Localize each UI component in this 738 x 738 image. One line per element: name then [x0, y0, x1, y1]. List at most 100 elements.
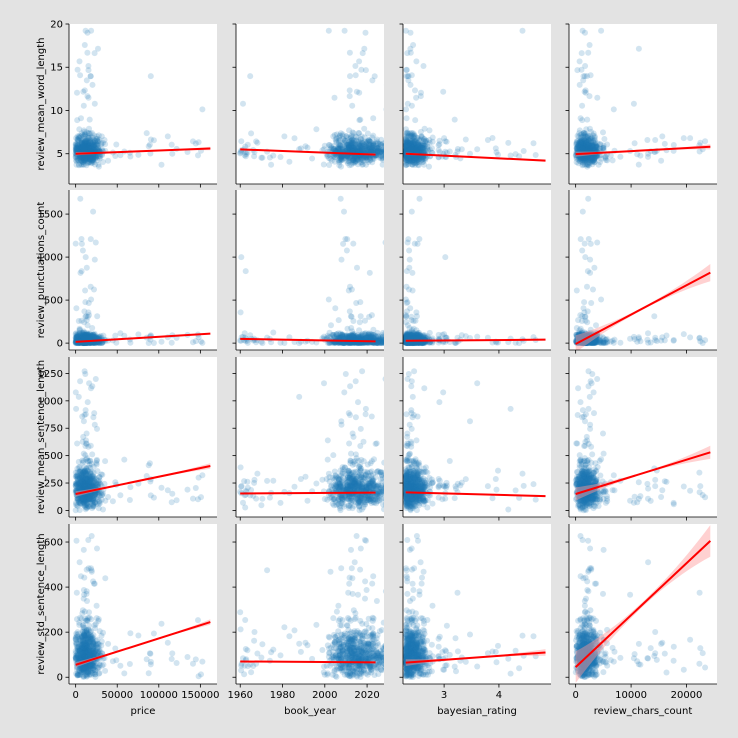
scatter-point — [412, 153, 418, 160]
scatter-point — [78, 240, 85, 247]
scatter-point — [343, 247, 350, 254]
scatter-point — [420, 332, 427, 339]
scatter-point — [584, 132, 591, 139]
scatter-point — [379, 333, 384, 340]
scatter-point — [420, 144, 427, 151]
scatter-point — [352, 159, 359, 166]
scatter-point — [91, 50, 98, 57]
scatter-point — [405, 148, 412, 155]
scatter-point — [451, 116, 458, 123]
scatter-point — [408, 156, 415, 163]
scatter-point — [351, 334, 358, 341]
scatter-point — [428, 145, 435, 152]
scatter-point — [369, 147, 376, 154]
scatter-point — [93, 141, 100, 148]
scatter-point — [91, 147, 98, 154]
scatter-point — [403, 66, 410, 73]
scatter-point — [413, 148, 420, 155]
scatter-point — [413, 155, 420, 162]
scatter-point — [414, 159, 421, 165]
scatter-point — [404, 332, 411, 338]
scatter-point — [369, 334, 376, 341]
scatter-point — [331, 146, 337, 153]
scatter-point — [411, 147, 418, 154]
scatter-point — [421, 148, 427, 155]
scatter-point — [72, 153, 79, 160]
scatter-point — [365, 334, 372, 341]
scatter-point — [417, 146, 424, 152]
scatter-point — [579, 140, 586, 147]
scatter-point — [77, 326, 83, 333]
scatter-point — [404, 147, 410, 154]
scatter-point — [413, 146, 420, 153]
scatter-point — [82, 147, 89, 154]
scatter-point — [575, 143, 581, 150]
scatter-point — [362, 143, 369, 150]
scatter-point — [95, 142, 101, 149]
scatter-point — [358, 143, 365, 150]
scatter-point — [78, 140, 85, 146]
scatter-point — [88, 160, 95, 167]
scatter-point — [413, 156, 420, 163]
scatter-point — [78, 137, 85, 144]
scatter-point — [585, 156, 592, 163]
scatter-point — [73, 161, 80, 168]
panel-background — [236, 190, 384, 350]
scatter-point — [86, 334, 93, 340]
scatter-point — [377, 339, 384, 346]
scatter-point — [78, 162, 85, 168]
scatter-point — [580, 147, 587, 154]
scatter-point — [408, 142, 415, 149]
scatter-point — [412, 331, 419, 338]
scatter-point — [413, 332, 420, 339]
scatter-point — [355, 138, 362, 145]
scatter-point — [407, 159, 414, 165]
scatter-point — [408, 161, 415, 168]
scatter-point — [353, 332, 360, 339]
scatter-point — [589, 154, 596, 160]
scatter-point — [352, 63, 359, 69]
scatter-point — [100, 159, 106, 165]
scatter-point — [415, 148, 422, 155]
scatter-point — [362, 335, 369, 342]
scatter-point — [80, 332, 87, 338]
scatter-point — [405, 155, 412, 162]
scatter-point — [365, 145, 372, 152]
scatter-point — [76, 146, 83, 152]
scatter-point — [353, 156, 360, 162]
scatter-point — [580, 141, 587, 148]
scatter-point — [403, 115, 410, 122]
scatter-point — [327, 156, 334, 163]
scatter-point — [403, 143, 410, 150]
scatter-point — [580, 154, 587, 161]
scatter-point — [584, 116, 591, 123]
scatter-point — [416, 195, 423, 202]
scatter-point — [340, 147, 347, 154]
scatter-point — [579, 143, 586, 149]
scatter-point — [83, 143, 90, 150]
scatter-point — [392, 333, 398, 339]
scatter-point — [80, 333, 87, 340]
scatter-point — [378, 338, 384, 345]
scatter-point — [350, 155, 357, 162]
scatter-point — [74, 331, 81, 338]
scatter-point — [84, 153, 91, 160]
scatter-point — [350, 140, 357, 146]
scatter-point — [576, 142, 583, 148]
scatter-point — [580, 153, 587, 160]
scatter-point — [365, 331, 372, 338]
scatter-point — [573, 146, 580, 152]
scatter-point — [403, 147, 409, 154]
scatter-point — [91, 100, 98, 107]
scatter-point — [404, 308, 410, 315]
scatter-point — [361, 139, 368, 146]
scatter-point — [73, 335, 80, 342]
scatter-point — [82, 152, 89, 159]
scatter-point — [102, 141, 109, 148]
scatter-point — [84, 143, 91, 150]
scatter-point — [412, 145, 419, 152]
scatter-point — [425, 147, 431, 153]
scatter-point — [335, 145, 342, 152]
scatter-point — [78, 335, 85, 342]
scatter-point — [379, 337, 384, 344]
